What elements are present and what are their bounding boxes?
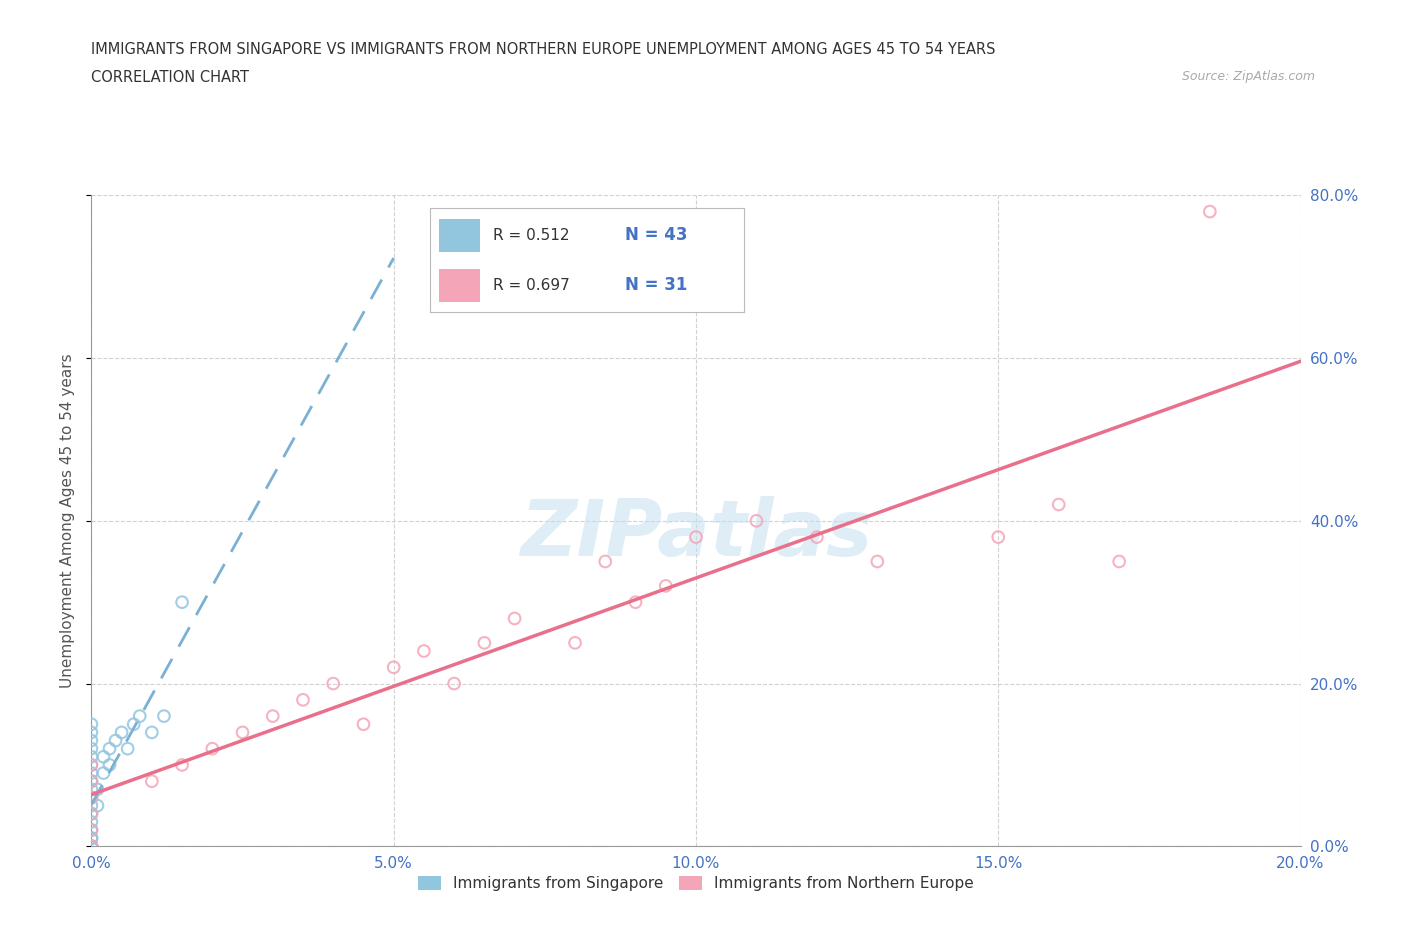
Point bbox=[80, 790, 103, 805]
Point bbox=[80, 806, 103, 821]
Legend: Immigrants from Singapore, Immigrants from Northern Europe: Immigrants from Singapore, Immigrants fr… bbox=[412, 870, 980, 897]
Point bbox=[80, 830, 103, 845]
Point bbox=[80, 823, 103, 838]
Point bbox=[80, 839, 103, 854]
Point bbox=[111, 725, 132, 740]
Text: CORRELATION CHART: CORRELATION CHART bbox=[91, 70, 249, 85]
Point bbox=[93, 765, 115, 780]
Point bbox=[80, 806, 103, 821]
Point bbox=[595, 554, 617, 569]
Point bbox=[745, 513, 768, 528]
Point bbox=[80, 830, 103, 845]
Point bbox=[80, 774, 103, 789]
Point bbox=[201, 741, 224, 756]
Point bbox=[80, 839, 103, 854]
Point bbox=[117, 741, 139, 756]
Point bbox=[80, 839, 103, 854]
Point bbox=[80, 774, 103, 789]
Text: IMMIGRANTS FROM SINGAPORE VS IMMIGRANTS FROM NORTHERN EUROPE UNEMPLOYMENT AMONG : IMMIGRANTS FROM SINGAPORE VS IMMIGRANTS … bbox=[91, 42, 995, 57]
Point bbox=[503, 611, 526, 626]
Point bbox=[80, 839, 103, 854]
Point bbox=[153, 709, 176, 724]
Point bbox=[104, 733, 127, 748]
Point bbox=[80, 806, 103, 821]
Point bbox=[80, 798, 103, 813]
Point bbox=[80, 757, 103, 772]
Point bbox=[80, 815, 103, 830]
Point bbox=[80, 790, 103, 805]
Point bbox=[1198, 205, 1220, 219]
Point bbox=[352, 717, 374, 732]
Point bbox=[80, 839, 103, 854]
Point bbox=[93, 750, 115, 764]
Point bbox=[1047, 498, 1070, 512]
Point bbox=[80, 774, 103, 789]
Point bbox=[564, 635, 586, 650]
Point bbox=[443, 676, 465, 691]
Point bbox=[685, 530, 707, 545]
Point bbox=[141, 774, 163, 789]
Text: ZIPatlas: ZIPatlas bbox=[520, 496, 872, 572]
Point bbox=[80, 839, 103, 854]
Point bbox=[80, 790, 103, 805]
Point bbox=[172, 595, 194, 610]
Point bbox=[80, 823, 103, 838]
Point bbox=[80, 839, 103, 854]
Point bbox=[472, 635, 495, 650]
Point bbox=[654, 578, 676, 593]
Point bbox=[80, 839, 103, 854]
Point bbox=[86, 782, 108, 797]
Point bbox=[262, 709, 284, 724]
Point bbox=[80, 765, 103, 780]
Point bbox=[141, 725, 163, 740]
Point bbox=[382, 660, 405, 675]
Point bbox=[322, 676, 344, 691]
Point bbox=[866, 554, 889, 569]
Point bbox=[80, 757, 103, 772]
Point bbox=[80, 782, 103, 797]
Point bbox=[624, 595, 647, 610]
Point bbox=[80, 741, 103, 756]
Point bbox=[80, 830, 103, 845]
Point bbox=[413, 644, 436, 658]
Text: Source: ZipAtlas.com: Source: ZipAtlas.com bbox=[1181, 70, 1315, 83]
Point bbox=[1108, 554, 1130, 569]
Point bbox=[98, 741, 121, 756]
Point bbox=[80, 750, 103, 764]
Point bbox=[987, 530, 1010, 545]
Point bbox=[80, 725, 103, 740]
Point bbox=[86, 798, 108, 813]
Point bbox=[80, 839, 103, 854]
Y-axis label: Unemployment Among Ages 45 to 54 years: Unemployment Among Ages 45 to 54 years bbox=[60, 353, 76, 688]
Point bbox=[806, 530, 828, 545]
Point bbox=[292, 692, 315, 708]
Point bbox=[98, 757, 121, 772]
Point bbox=[122, 717, 145, 732]
Point bbox=[80, 717, 103, 732]
Point bbox=[80, 823, 103, 838]
Point bbox=[128, 709, 150, 724]
Point bbox=[80, 733, 103, 748]
Point bbox=[172, 757, 194, 772]
Point bbox=[231, 725, 253, 740]
